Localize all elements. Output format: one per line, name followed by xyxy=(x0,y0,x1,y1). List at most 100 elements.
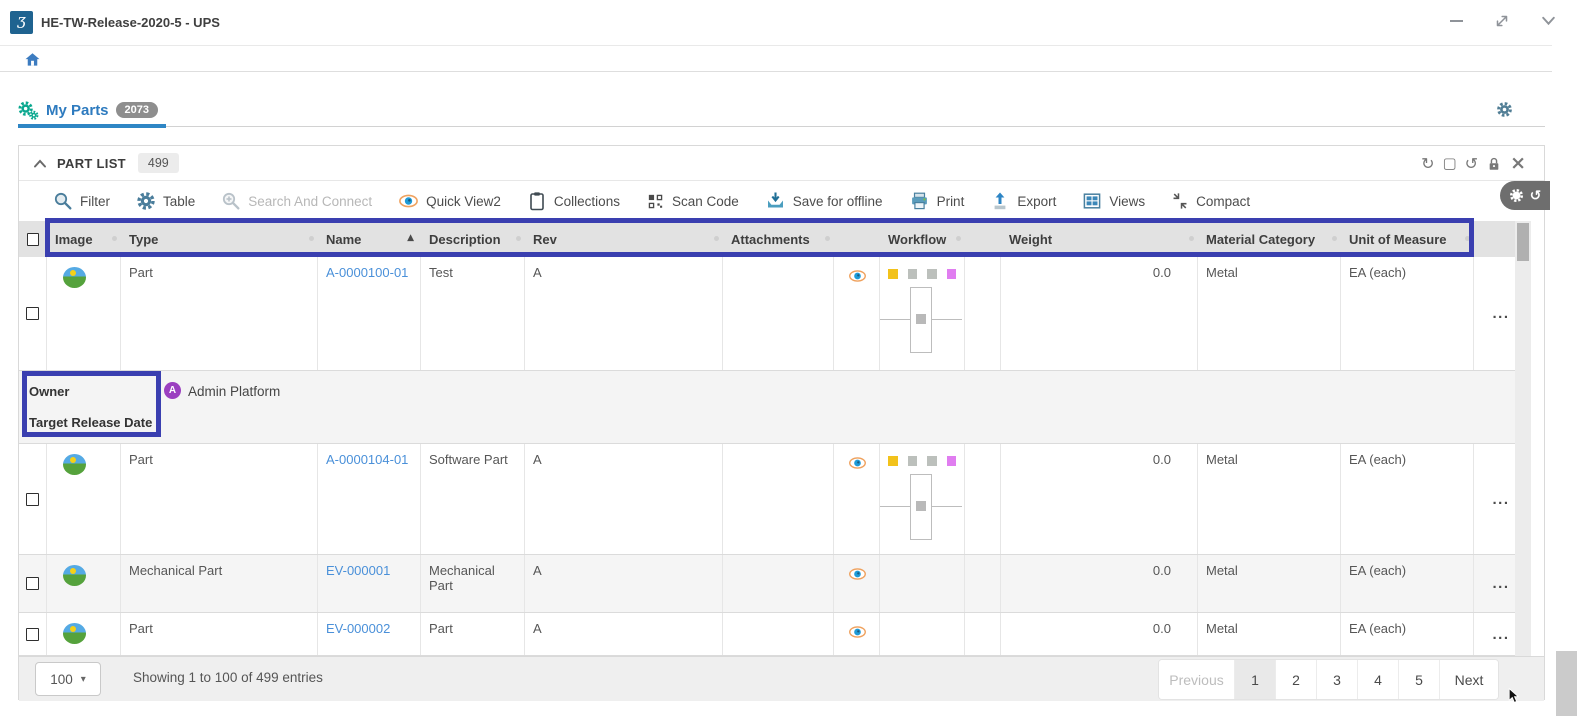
pagination-page-4-button[interactable]: 4 xyxy=(1358,660,1399,699)
reset-icon[interactable]: ↺ xyxy=(1465,156,1478,172)
pagination-next-button[interactable]: Next xyxy=(1440,660,1498,699)
workflow-mini-diagram xyxy=(880,474,962,552)
table-row: Mechanical Part EV-000001 Mechanical Par… xyxy=(19,555,1528,613)
page-settings-gear-icon[interactable] xyxy=(1496,101,1513,118)
sort-indicator xyxy=(516,236,521,241)
minimize-icon[interactable] xyxy=(1450,20,1463,22)
pagination-page-1-button[interactable]: 1 xyxy=(1235,660,1276,699)
pagination-page-2-button[interactable]: 2 xyxy=(1276,660,1317,699)
collections-clipboard-icon xyxy=(527,191,547,211)
column-header-material-category[interactable]: Material Category xyxy=(1198,221,1341,257)
pagination: Previous 1 2 3 4 5 Next xyxy=(1158,659,1499,700)
cell-material-category: Metal xyxy=(1198,613,1341,655)
workflow-status-squares xyxy=(888,456,956,466)
part-list-grid: Image Type Name▲ Description Rev Attachm… xyxy=(19,221,1528,656)
settings-gear-icon[interactable] xyxy=(1509,188,1524,203)
cell-workflow xyxy=(880,613,965,655)
sort-indicator xyxy=(825,236,830,241)
navigation-bar xyxy=(0,45,1552,72)
compact-button[interactable]: Compact xyxy=(1171,192,1250,210)
home-icon[interactable] xyxy=(24,51,41,68)
cell-workflow xyxy=(880,444,965,554)
collections-button[interactable]: Collections xyxy=(527,191,620,211)
save-for-offline-button[interactable]: Save for offline xyxy=(765,191,883,211)
column-header-spacer xyxy=(834,221,880,257)
sort-indicator xyxy=(714,236,719,241)
tab-my-parts-label: My Parts xyxy=(46,102,109,119)
cell-weight: 0.0 xyxy=(1001,555,1198,612)
cell-workflow xyxy=(880,257,965,370)
part-list-panel-header: PART LIST 499 ↻ ▢ ↺ × xyxy=(19,146,1544,181)
export-icon xyxy=(990,191,1010,211)
maximize-icon[interactable]: ▢ xyxy=(1442,156,1456,171)
cell-attachments xyxy=(723,555,834,612)
quick-view-eye-icon[interactable] xyxy=(848,267,867,285)
row-checkbox[interactable] xyxy=(26,628,39,641)
scrollbar-thumb[interactable] xyxy=(1517,223,1529,261)
row-checkbox[interactable] xyxy=(26,493,39,506)
column-header-attachments[interactable]: Attachments xyxy=(723,221,834,257)
cell-unit-of-measure: EA (each) xyxy=(1341,444,1474,554)
column-header-weight[interactable]: Weight xyxy=(1001,221,1198,257)
showing-entries-text: Showing 1 to 100 of 499 entries xyxy=(133,670,323,685)
quick-view-eye-icon[interactable] xyxy=(848,623,867,641)
column-header-unit-of-measure[interactable]: Unit of Measure xyxy=(1341,221,1474,257)
export-button[interactable]: Export xyxy=(990,191,1056,211)
page-size-select[interactable]: 100 ▾ xyxy=(35,662,101,696)
close-icon[interactable]: × xyxy=(1510,154,1526,173)
pagination-previous-button[interactable]: Previous xyxy=(1159,660,1235,699)
part-name-link[interactable]: EV-000002 xyxy=(326,621,390,636)
owner-label: Owner xyxy=(29,384,69,399)
column-header-name[interactable]: Name▲ xyxy=(318,221,421,257)
part-image-thumbnail[interactable] xyxy=(63,565,86,586)
outer-scrollbar-fragment xyxy=(1556,651,1577,716)
cell-rev: A xyxy=(525,257,723,370)
part-name-link[interactable]: A-0000104-01 xyxy=(326,452,408,467)
part-image-thumbnail[interactable] xyxy=(63,454,86,475)
column-header-rev[interactable]: Rev xyxy=(525,221,723,257)
row-actions-menu[interactable]: ... xyxy=(1492,491,1509,508)
column-header-workflow[interactable]: Workflow xyxy=(880,221,965,257)
filter-button[interactable]: Filter xyxy=(53,191,110,211)
search-and-connect-button[interactable]: Search And Connect xyxy=(221,191,372,211)
workflow-mini-diagram xyxy=(880,287,962,365)
owner-avatar: A xyxy=(164,382,181,399)
row-actions-menu[interactable]: ... xyxy=(1492,305,1509,322)
row-checkbox[interactable] xyxy=(26,307,39,320)
quick-view-eye-icon[interactable] xyxy=(848,454,867,472)
row-actions-menu[interactable]: ... xyxy=(1492,575,1509,592)
column-header-description[interactable]: Description xyxy=(421,221,525,257)
part-name-link[interactable]: A-0000100-01 xyxy=(326,265,408,280)
views-button[interactable]: Views xyxy=(1082,191,1145,211)
cell-type: Part xyxy=(121,613,318,655)
target-release-date-label: Target Release Date xyxy=(29,415,152,430)
lock-icon[interactable] xyxy=(1486,156,1502,172)
pagination-page-3-button[interactable]: 3 xyxy=(1317,660,1358,699)
collapse-chevron-up-icon[interactable] xyxy=(33,159,47,168)
cell-rev: A xyxy=(525,555,723,612)
column-header-type[interactable]: Type xyxy=(121,221,318,257)
scan-code-button[interactable]: Scan Code xyxy=(646,192,739,211)
part-name-link[interactable]: EV-000001 xyxy=(326,563,390,578)
tab-my-parts[interactable]: My Parts 2073 xyxy=(18,94,158,126)
pagination-page-5-button[interactable]: 5 xyxy=(1399,660,1440,699)
row-checkbox[interactable] xyxy=(26,577,39,590)
sort-indicator xyxy=(309,236,314,241)
views-grid-icon xyxy=(1082,191,1102,211)
part-image-thumbnail[interactable] xyxy=(63,267,86,288)
quick-view-button[interactable]: Quick View2 xyxy=(398,191,501,211)
chevron-down-icon[interactable] xyxy=(1541,16,1556,26)
quick-view-eye-icon[interactable] xyxy=(848,565,867,583)
select-all-checkbox[interactable] xyxy=(27,233,39,246)
table-button[interactable]: Table xyxy=(136,191,195,211)
expand-icon[interactable] xyxy=(1493,12,1511,30)
print-button[interactable]: Print xyxy=(909,191,965,211)
part-image-thumbnail[interactable] xyxy=(63,623,86,644)
refresh-icon[interactable]: ↻ xyxy=(1421,156,1434,172)
vertical-scrollbar[interactable] xyxy=(1515,221,1531,656)
column-header-image[interactable]: Image xyxy=(47,221,121,257)
cell-unit-of-measure: EA (each) xyxy=(1341,613,1474,655)
cell-workflow xyxy=(880,555,965,612)
row-actions-menu[interactable]: ... xyxy=(1492,626,1509,643)
reset-icon[interactable]: ↺ xyxy=(1530,189,1542,203)
